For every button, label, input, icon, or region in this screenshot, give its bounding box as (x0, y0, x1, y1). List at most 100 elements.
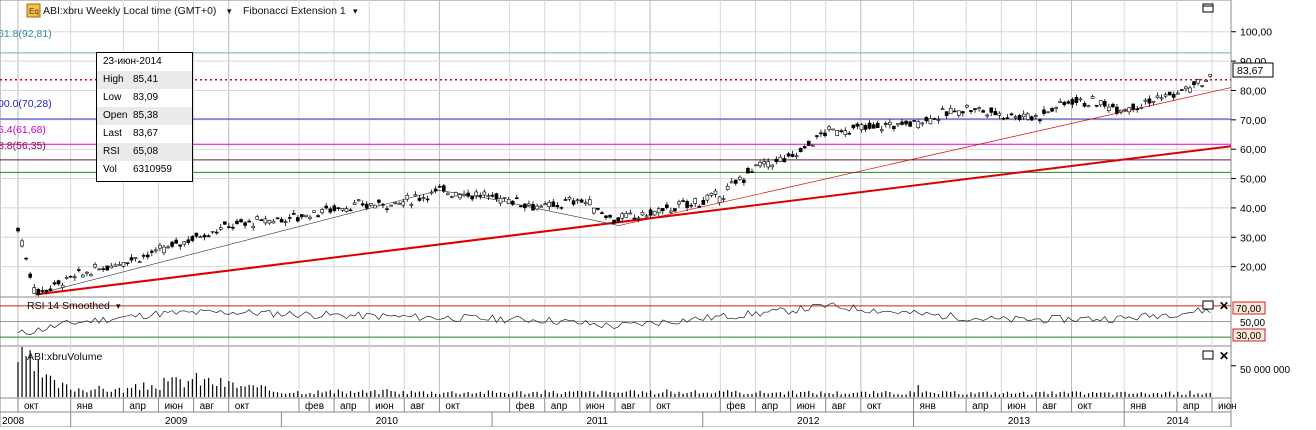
month-label: июн (164, 401, 183, 412)
symbol-dropdown-icon[interactable]: ▾ (227, 6, 232, 16)
candle-body (243, 222, 247, 226)
candle-body (640, 212, 645, 216)
candle-body (908, 121, 912, 127)
rsi-dropdown-icon[interactable]: ▾ (116, 301, 121, 311)
candle-body (312, 210, 316, 213)
candle-body (150, 250, 154, 253)
candle-body (928, 118, 933, 125)
candle-body (847, 132, 852, 135)
candle-body (474, 191, 479, 197)
ohlc-value-rsi: 65,08 (133, 146, 159, 157)
candle-body (1167, 91, 1172, 96)
candle-body (738, 176, 742, 180)
candle-body (547, 202, 552, 207)
symbol-title[interactable]: ABI:xbru Weekly Local time (GMT+0) (43, 5, 216, 17)
candle-body (340, 208, 345, 211)
candle-body (802, 146, 807, 149)
candle-body (725, 185, 730, 190)
volume-close-icon[interactable]: ✕ (1219, 349, 1229, 363)
month-label: авг (410, 401, 425, 412)
candle-body (721, 198, 726, 200)
candle-body (24, 257, 28, 260)
volume-title[interactable]: ABI:xbruVolume (27, 351, 102, 363)
candle-body (1163, 94, 1168, 97)
candle-body (239, 219, 243, 223)
instrument-icon[interactable] (26, 3, 41, 18)
indicator-dropdown-icon[interactable]: ▾ (353, 6, 358, 16)
candle-body (1175, 92, 1180, 95)
ohlc-key-last: Last (103, 128, 122, 139)
candle-body (948, 107, 953, 115)
candle-body (656, 208, 661, 214)
candle-body (502, 197, 507, 199)
candle-body (758, 162, 762, 167)
candle-body (178, 244, 183, 247)
candle-body (186, 239, 191, 243)
price-tick-label: 50,00 (1240, 174, 1266, 186)
candle-body (1062, 101, 1067, 106)
candle-body (89, 274, 93, 277)
candle-body (117, 264, 122, 266)
candle-body (56, 280, 61, 285)
candle-body (892, 125, 896, 129)
candle-body (806, 140, 811, 146)
rsi-close-icon[interactable]: ✕ (1219, 299, 1229, 313)
candle-body (202, 234, 207, 238)
candle-body (774, 158, 779, 163)
candle-body (782, 158, 787, 163)
ohlc-key-open: Open (103, 110, 128, 121)
candle-body (498, 198, 503, 204)
candle-body (592, 207, 596, 214)
candle-body (308, 216, 312, 219)
ohlc-key-low: Low (103, 92, 122, 103)
candle-body (1005, 117, 1010, 119)
candle-body (977, 107, 981, 110)
price-tick-label: 70,00 (1240, 115, 1266, 127)
candle-body (20, 240, 24, 247)
month-label: янв (920, 401, 936, 412)
candle-body (316, 215, 320, 218)
candle-body (685, 200, 689, 208)
indicator-title[interactable]: Fibonacci Extension 1 (243, 5, 346, 17)
candle-body (450, 196, 454, 198)
candle-body (961, 111, 965, 114)
rsi-title[interactable]: RSI 14 Smoothed (27, 300, 110, 312)
candle-body (1021, 113, 1026, 118)
candle-body (632, 217, 637, 220)
candle-body (527, 203, 531, 206)
candle-body (304, 214, 308, 217)
fib-label-1000: 00.0(70,28) (0, 98, 52, 110)
month-label: окт (1078, 401, 1093, 412)
candle-body (600, 212, 604, 215)
candle-body (596, 207, 600, 210)
volume-maximize-icon[interactable] (1202, 350, 1214, 360)
candle-body (397, 202, 401, 205)
candle-body (884, 123, 888, 125)
rsi-maximize-icon[interactable] (1202, 300, 1214, 310)
candle-body (1131, 103, 1135, 110)
candle-body (68, 276, 73, 278)
year-label: 2012 (797, 416, 820, 427)
candle-body (267, 220, 272, 224)
candle-body (1115, 106, 1119, 114)
candle-body (125, 262, 130, 264)
candle-body (1078, 98, 1083, 101)
candle-body (742, 179, 746, 183)
candle-body (790, 153, 795, 157)
candle-body (324, 205, 328, 209)
candle-body (28, 273, 32, 278)
candle-body (1001, 117, 1006, 120)
price-tick-label: 60,00 (1240, 144, 1266, 156)
candle-body (555, 205, 560, 208)
price-tick-label: 100,00 (1240, 27, 1272, 39)
maximize-icon[interactable] (1202, 3, 1214, 13)
candle-body (373, 204, 377, 209)
candle-body (332, 205, 337, 212)
candle-body (681, 200, 685, 202)
candle-body (271, 220, 276, 224)
month-label: июн (586, 401, 605, 412)
candle-body (52, 282, 57, 285)
candle-body (1017, 115, 1022, 120)
candle-body (259, 219, 264, 222)
candle-body (490, 194, 495, 197)
